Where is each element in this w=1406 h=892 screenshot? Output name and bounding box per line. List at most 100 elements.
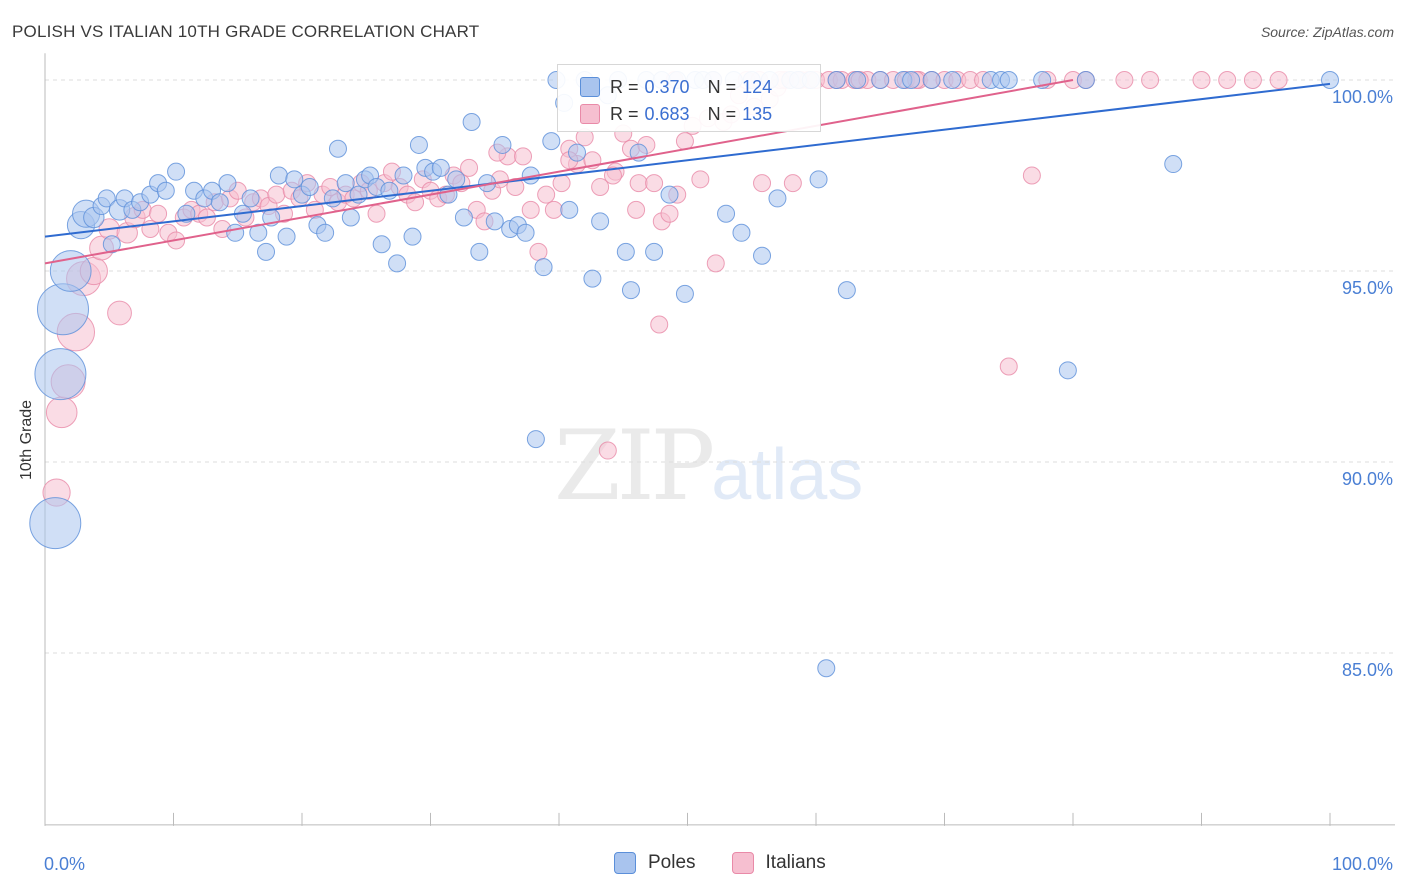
poles-r-label: R = — [610, 76, 639, 97]
poles-point — [177, 204, 196, 223]
source-credit: Source: ZipAtlas.com — [1260, 24, 1394, 40]
poles-point — [493, 135, 512, 154]
poles-point — [591, 212, 610, 231]
poles-point — [616, 242, 635, 261]
stats-row-italians: R = 0.683 N = 135 — [580, 103, 772, 125]
poles-point — [675, 284, 694, 303]
watermark-zip: ZIP — [554, 410, 715, 522]
poles-point — [871, 71, 890, 89]
y-tick-label: 100.0% — [1332, 87, 1393, 107]
poles-point — [753, 246, 772, 265]
poles-point — [943, 71, 962, 89]
watermark: ZIPatlas — [554, 410, 863, 522]
italians-point — [544, 200, 563, 219]
poles-point — [1321, 71, 1339, 89]
poles-point — [277, 227, 296, 246]
italians-point — [267, 185, 286, 204]
poles-point — [732, 223, 751, 242]
stats-row-poles: R = 0.370 N = 124 — [580, 76, 772, 98]
poles-point — [328, 139, 347, 158]
poles-point — [837, 281, 856, 300]
poles-point — [809, 170, 828, 189]
legend-item-poles[interactable]: Poles — [614, 852, 696, 874]
poles-point — [768, 189, 787, 208]
poles-point — [316, 223, 335, 242]
x-tick-label-min: 0.0% — [44, 854, 85, 874]
poles-point — [470, 242, 489, 261]
watermark-atlas: atlas — [711, 435, 864, 515]
italians-point — [367, 204, 386, 223]
poles-point — [300, 177, 319, 196]
italians-point — [149, 204, 168, 223]
chart-title: POLISH VS ITALIAN 10TH GRADE CORRELATION… — [12, 22, 480, 41]
italians-point — [598, 441, 617, 460]
italians-point — [627, 200, 646, 219]
x-tick-label-max: 100.0% — [1332, 854, 1393, 874]
series-legend: Poles Italians — [614, 852, 862, 874]
italians-trend-line — [44, 79, 1074, 265]
italians-point — [521, 200, 540, 219]
legend-item-italians[interactable]: Italians — [731, 852, 826, 874]
poles-point — [454, 208, 473, 227]
italians-point — [591, 177, 610, 196]
legend-swatch-italians — [731, 852, 754, 874]
italians-point — [783, 174, 802, 193]
poles-point — [848, 71, 867, 89]
italians-point — [1192, 71, 1211, 89]
italians-point — [1269, 71, 1288, 89]
italians-point — [753, 174, 772, 193]
poles-point — [542, 132, 561, 151]
poles-point — [485, 212, 504, 231]
italians-point — [107, 300, 132, 326]
italians-r-value: 0.683 — [644, 103, 690, 124]
poles-point — [323, 189, 342, 208]
poles-point — [999, 71, 1018, 89]
italians-n-label: N = — [707, 103, 737, 124]
poles-point — [583, 269, 602, 288]
legend-label-italians: Italians — [765, 852, 826, 873]
italians-point — [645, 174, 664, 193]
italians-point — [650, 315, 669, 334]
poles-point — [447, 170, 466, 189]
poles-point — [403, 227, 422, 246]
poles-point — [1076, 71, 1095, 89]
italians-swatch — [580, 104, 600, 124]
poles-point — [388, 254, 407, 273]
italians-point — [675, 132, 694, 151]
poles-point — [241, 189, 260, 208]
poles-swatch — [580, 77, 600, 97]
poles-point — [167, 162, 186, 181]
y-tick-label: 95.0% — [1342, 278, 1393, 298]
italians-r-label: R = — [610, 103, 639, 124]
poles-point — [621, 281, 640, 300]
poles-point — [372, 235, 391, 254]
poles-point — [29, 497, 82, 550]
y-axis-label: 10th Grade — [18, 399, 35, 480]
poles-point — [660, 185, 679, 204]
italians-point — [1218, 71, 1237, 89]
poles-point — [218, 174, 237, 193]
poles-point — [257, 242, 276, 261]
poles-point — [336, 174, 355, 193]
poles-point — [516, 223, 535, 242]
poles-point — [394, 166, 413, 185]
poles-point — [560, 200, 579, 219]
italians-point — [514, 147, 533, 166]
italians-point — [1115, 71, 1134, 89]
poles-point — [922, 71, 941, 89]
poles-n-label: N = — [707, 76, 737, 97]
italians-point — [629, 174, 648, 193]
italians-point — [537, 185, 556, 204]
poles-point — [285, 170, 304, 189]
poles-point — [827, 71, 846, 89]
y-tick-label: 90.0% — [1342, 469, 1393, 489]
italians-point — [529, 242, 548, 261]
poles-point — [226, 223, 245, 242]
poles-point — [409, 135, 428, 154]
poles-point — [817, 659, 836, 678]
legend-label-poles: Poles — [648, 852, 696, 873]
poles-point — [34, 348, 87, 401]
poles-r-value: 0.370 — [644, 76, 690, 97]
poles-point — [1164, 155, 1183, 174]
